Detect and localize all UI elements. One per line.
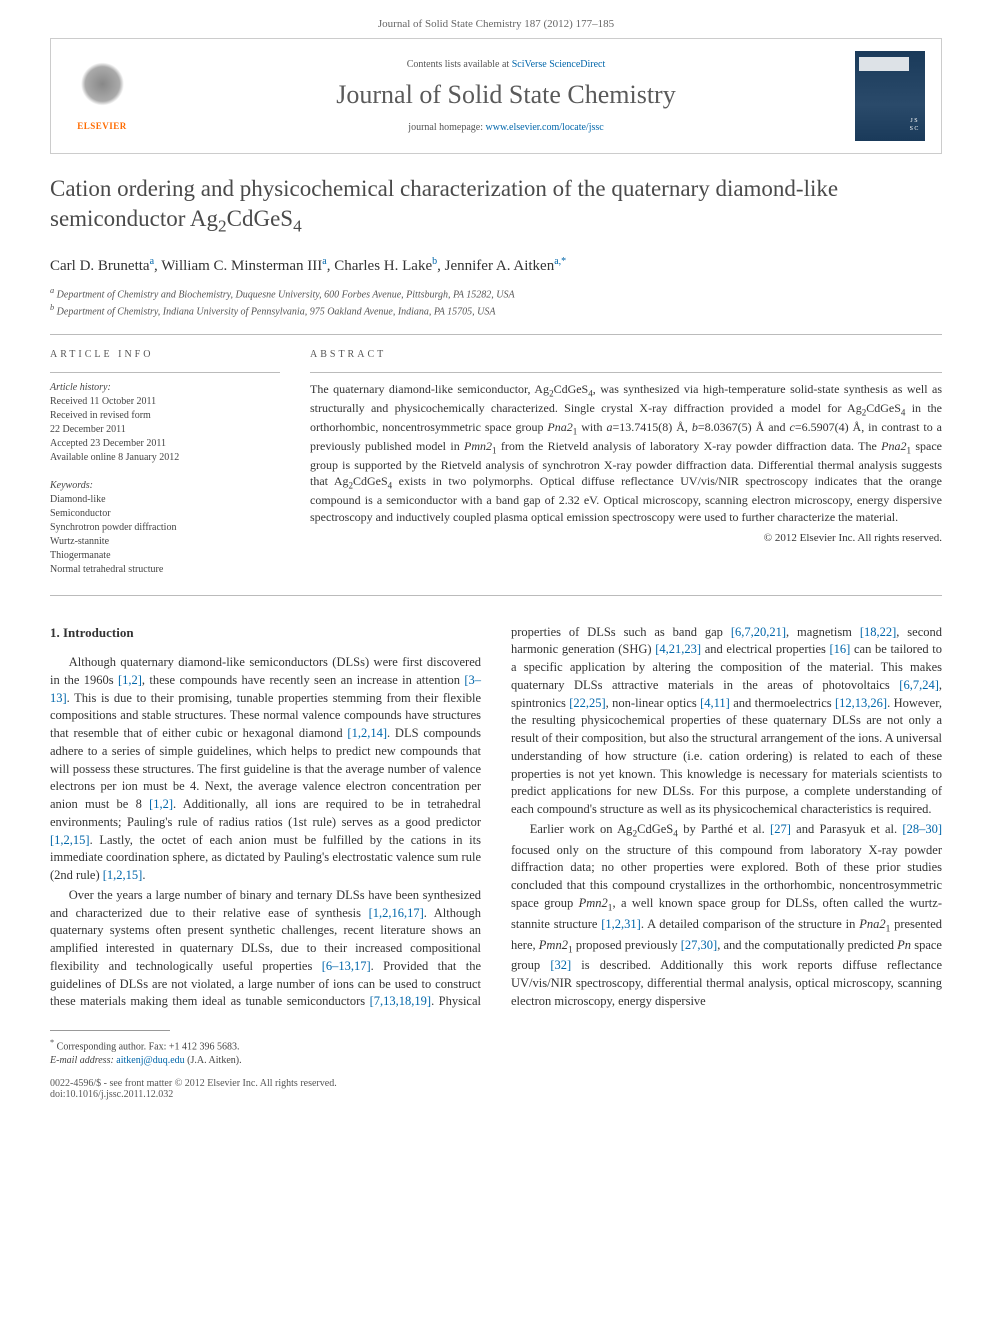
- author: Carl D. Brunetta: [50, 258, 150, 274]
- citation-link[interactable]: [1,2]: [149, 797, 173, 811]
- citation-link[interactable]: [22,25]: [569, 696, 605, 710]
- citation-link[interactable]: [1,2,16,17]: [369, 906, 424, 920]
- corresponding-marker[interactable]: *: [561, 256, 566, 267]
- footnote-separator: [50, 1030, 170, 1031]
- citation-link[interactable]: [7,13,18,19]: [370, 994, 431, 1008]
- citation-link[interactable]: [28–30]: [902, 822, 942, 836]
- citation-link[interactable]: [1,2]: [118, 673, 142, 687]
- divider: [50, 334, 942, 335]
- revised-label: Received in revised form: [50, 409, 280, 423]
- citation-link[interactable]: [32]: [550, 958, 571, 972]
- journal-cover-thumbnail: [855, 51, 925, 141]
- affiliation-link[interactable]: a: [150, 256, 154, 267]
- history-label: Article history:: [50, 381, 280, 395]
- elsevier-tree-icon: [75, 62, 130, 117]
- online-date: Available online 8 January 2012: [50, 451, 280, 465]
- citation-link[interactable]: [6–13,17]: [322, 959, 371, 973]
- article-info-column: article info Article history: Received 1…: [50, 349, 280, 577]
- homepage-link[interactable]: www.elsevier.com/locate/jssc: [486, 122, 604, 133]
- elsevier-logo: ELSEVIER: [67, 56, 137, 136]
- contents-line: Contents lists available at SciVerse Sci…: [157, 59, 855, 70]
- keyword: Wurtz-stannite: [50, 535, 280, 549]
- citation-link[interactable]: [6,7,20,21]: [731, 625, 786, 639]
- article-title: Cation ordering and physicochemical char…: [50, 174, 942, 238]
- keyword: Diamond-like: [50, 493, 280, 507]
- citation-text: Journal of Solid State Chemistry 187 (20…: [378, 18, 614, 30]
- email-link[interactable]: aitkenj@duq.edu: [116, 1055, 184, 1066]
- contents-prefix: Contents lists available at: [407, 59, 512, 70]
- affiliation-a: a Department of Chemistry and Biochemist…: [50, 285, 942, 302]
- section-heading: 1. Introduction: [50, 624, 481, 642]
- keyword: Normal tetrahedral structure: [50, 563, 280, 577]
- keywords-label: Keywords:: [50, 479, 280, 493]
- footnotes: * Corresponding author. Fax: +1 412 396 …: [50, 1037, 942, 1068]
- body-text-columns: 1. Introduction Although quaternary diam…: [50, 624, 942, 1012]
- introduction-section: 1. Introduction Although quaternary diam…: [50, 624, 942, 1012]
- keyword: Synchrotron powder diffraction: [50, 521, 280, 535]
- abstract-label: abstract: [310, 349, 942, 360]
- paragraph: Earlier work on Ag2CdGeS4 by Parthé et a…: [511, 821, 942, 1011]
- affiliation-link[interactable]: a: [322, 256, 326, 267]
- homepage-prefix: journal homepage:: [408, 122, 485, 133]
- corresponding-footnote: * Corresponding author. Fax: +1 412 396 …: [50, 1037, 942, 1054]
- citation-link[interactable]: [1,2,31]: [601, 917, 641, 931]
- citation-link[interactable]: [18,22]: [860, 625, 896, 639]
- author: Jennifer A. Aitken: [445, 258, 555, 274]
- citation-link[interactable]: [27]: [770, 822, 791, 836]
- doi-line: doi:10.1016/j.jssc.2011.12.032: [50, 1089, 942, 1100]
- divider: [50, 372, 280, 373]
- divider: [310, 372, 942, 373]
- journal-name: Journal of Solid State Chemistry: [157, 80, 855, 110]
- citation-link[interactable]: [1,2,15]: [50, 833, 90, 847]
- citation-link[interactable]: [1,2,14]: [347, 726, 387, 740]
- keyword: Semiconductor: [50, 507, 280, 521]
- running-header: Journal of Solid State Chemistry 187 (20…: [0, 0, 992, 38]
- received-date: Received 11 October 2011: [50, 395, 280, 409]
- accepted-date: Accepted 23 December 2011: [50, 437, 280, 451]
- revised-date: 22 December 2011: [50, 423, 280, 437]
- citation-link[interactable]: [4,21,23]: [655, 642, 701, 656]
- abstract-text: The quaternary diamond-like semiconducto…: [310, 381, 942, 526]
- article-body: Cation ordering and physicochemical char…: [0, 174, 992, 1068]
- elsevier-label: ELSEVIER: [77, 121, 127, 131]
- author: William C. Minsterman III: [161, 258, 322, 274]
- keywords-list: Diamond-like Semiconductor Synchrotron p…: [50, 493, 280, 577]
- info-abstract-row: article info Article history: Received 1…: [50, 349, 942, 577]
- email-footnote: E-mail address: aitkenj@duq.edu (J.A. Ai…: [50, 1054, 942, 1068]
- affiliation-b: b Department of Chemistry, Indiana Unive…: [50, 302, 942, 319]
- citation-link[interactable]: [16]: [830, 642, 851, 656]
- affiliations: a Department of Chemistry and Biochemist…: [50, 285, 942, 320]
- citation-link[interactable]: [1,2,15]: [103, 868, 143, 882]
- journal-header-box: ELSEVIER Contents lists available at Sci…: [50, 38, 942, 154]
- sciencedirect-link[interactable]: SciVerse ScienceDirect: [512, 59, 606, 70]
- keyword: Thiogermanate: [50, 549, 280, 563]
- citation-link[interactable]: [4,11]: [700, 696, 730, 710]
- citation-link[interactable]: [12,13,26]: [835, 696, 887, 710]
- citation-link[interactable]: [27,30]: [681, 938, 717, 952]
- journal-homepage: journal homepage: www.elsevier.com/locat…: [157, 122, 855, 133]
- author: Charles H. Lake: [334, 258, 432, 274]
- article-info-label: article info: [50, 349, 280, 360]
- citation-link[interactable]: [6,7,24]: [899, 678, 939, 692]
- page-footer: 0022-4596/$ - see front matter © 2012 El…: [0, 1068, 992, 1130]
- abstract-column: abstract The quaternary diamond-like sem…: [310, 349, 942, 577]
- affiliation-link[interactable]: b: [432, 256, 437, 267]
- author-list: Carl D. Brunettaa, William C. Minsterman…: [50, 256, 942, 275]
- abstract-copyright: © 2012 Elsevier Inc. All rights reserved…: [310, 532, 942, 544]
- divider: [50, 595, 942, 596]
- paragraph: Although quaternary diamond-like semicon…: [50, 654, 481, 885]
- copyright-line: 0022-4596/$ - see front matter © 2012 El…: [50, 1078, 942, 1089]
- journal-center: Contents lists available at SciVerse Sci…: [157, 59, 855, 133]
